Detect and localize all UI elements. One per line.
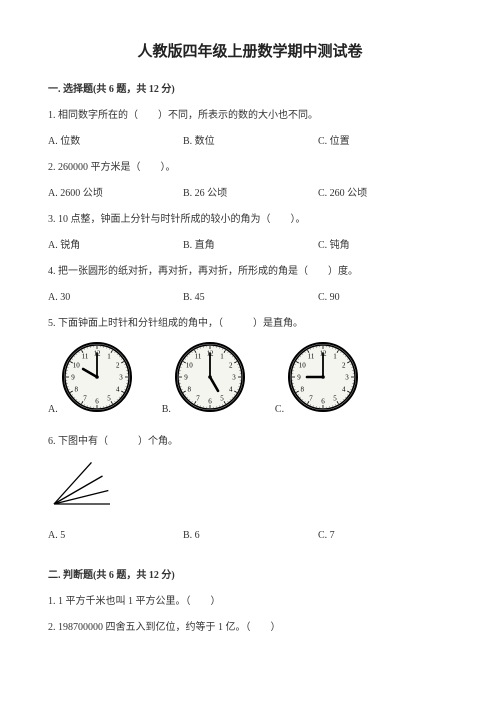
q2-text: 2. 260000 平方米是（ ）。 <box>48 160 452 176</box>
svg-text:11: 11 <box>308 353 315 361</box>
q4-text: 4. 把一张圆形的纸对折，再对折，再对折，所形成的角是（ ）度。 <box>48 264 452 280</box>
svg-text:3: 3 <box>119 374 123 382</box>
q5-clock-row: A. 123456789101112 B. 123456789101112 C.… <box>48 342 452 418</box>
q5-text: 5. 下面钟面上时针和分针组成的角中，（ ）是直角。 <box>48 316 452 332</box>
q4-option-b: B. 45 <box>183 290 318 306</box>
q6-text: 6. 下图中有（ ）个角。 <box>48 434 452 450</box>
q6-option-a: A. 5 <box>48 528 183 544</box>
svg-text:10: 10 <box>72 362 80 370</box>
q2-option-a: A. 2600 公顷 <box>48 186 183 202</box>
svg-text:7: 7 <box>196 394 200 402</box>
page-title: 人教版四年级上册数学期中测试卷 <box>48 40 452 64</box>
svg-text:9: 9 <box>71 374 75 382</box>
q2-option-c: C. 260 公顷 <box>318 186 448 202</box>
svg-text:9: 9 <box>184 374 188 382</box>
q6-option-c: C. 7 <box>318 528 448 544</box>
q6-figure <box>52 460 452 514</box>
q5-label-b: B. <box>162 402 171 418</box>
svg-text:5: 5 <box>220 394 224 402</box>
section-1-header: 一. 选择题(共 6 题，共 12 分) <box>48 82 452 98</box>
q1-options: A. 位数 B. 数位 C. 位置 <box>48 134 452 150</box>
q1-text: 1. 相同数字所在的（ ）不同，所表示的数的大小也不同。 <box>48 108 452 124</box>
svg-text:3: 3 <box>345 374 349 382</box>
q5-label-a: A. <box>48 402 58 418</box>
q5-clock-b: B. 123456789101112 <box>162 342 245 418</box>
svg-text:5: 5 <box>333 394 337 402</box>
svg-text:8: 8 <box>74 386 78 394</box>
svg-text:2: 2 <box>342 362 346 370</box>
svg-text:1: 1 <box>220 353 224 361</box>
q3-options: A. 锐角 B. 直角 C. 钝角 <box>48 238 452 254</box>
q6-option-b: B. 6 <box>183 528 318 544</box>
s2-q1-text: 1. 1 平方千米也叫 1 平方公里。（ ） <box>48 594 452 610</box>
q1-option-b: B. 数位 <box>183 134 318 150</box>
svg-text:8: 8 <box>187 386 191 394</box>
s2-q2-text: 2. 198700000 四舍五入到亿位，约等于 1 亿。（ ） <box>48 620 452 636</box>
svg-text:3: 3 <box>232 374 236 382</box>
svg-text:7: 7 <box>309 394 313 402</box>
q3-text: 3. 10 点整，钟面上分针与时针所成的较小的角为（ ）。 <box>48 212 452 228</box>
q4-option-a: A. 30 <box>48 290 183 306</box>
svg-text:4: 4 <box>229 386 233 394</box>
q4-option-c: C. 90 <box>318 290 448 306</box>
clock-icon-b: 123456789101112 <box>175 342 245 418</box>
svg-text:6: 6 <box>208 398 212 406</box>
svg-text:6: 6 <box>95 398 99 406</box>
q5-clock-c: C. 123456789101112 <box>275 342 358 418</box>
svg-text:5: 5 <box>107 394 111 402</box>
svg-text:10: 10 <box>299 362 307 370</box>
svg-text:1: 1 <box>333 353 337 361</box>
svg-text:1: 1 <box>107 353 111 361</box>
svg-text:10: 10 <box>186 362 194 370</box>
svg-text:6: 6 <box>321 398 325 406</box>
clock-icon-c: 123456789101112 <box>288 342 358 418</box>
q3-option-b: B. 直角 <box>183 238 318 254</box>
svg-text:2: 2 <box>229 362 233 370</box>
q3-option-a: A. 锐角 <box>48 238 183 254</box>
clock-icon-a: 123456789101112 <box>62 342 132 418</box>
svg-text:7: 7 <box>83 394 87 402</box>
q5-clock-a: A. 123456789101112 <box>48 342 132 418</box>
q2-options: A. 2600 公顷 B. 26 公顷 C. 260 公顷 <box>48 186 452 202</box>
svg-text:8: 8 <box>301 386 305 394</box>
svg-text:4: 4 <box>342 386 346 394</box>
section-2-header: 二. 判断题(共 6 题，共 12 分) <box>48 568 452 584</box>
svg-text:9: 9 <box>297 374 301 382</box>
q3-option-c: C. 钝角 <box>318 238 448 254</box>
q6-options: A. 5 B. 6 C. 7 <box>48 528 452 544</box>
q1-option-a: A. 位数 <box>48 134 183 150</box>
q5-label-c: C. <box>275 402 284 418</box>
q1-option-c: C. 位置 <box>318 134 448 150</box>
svg-text:4: 4 <box>116 386 120 394</box>
q2-option-b: B. 26 公顷 <box>183 186 318 202</box>
svg-text:11: 11 <box>195 353 202 361</box>
svg-text:2: 2 <box>116 362 120 370</box>
q4-options: A. 30 B. 45 C. 90 <box>48 290 452 306</box>
svg-text:11: 11 <box>81 353 88 361</box>
